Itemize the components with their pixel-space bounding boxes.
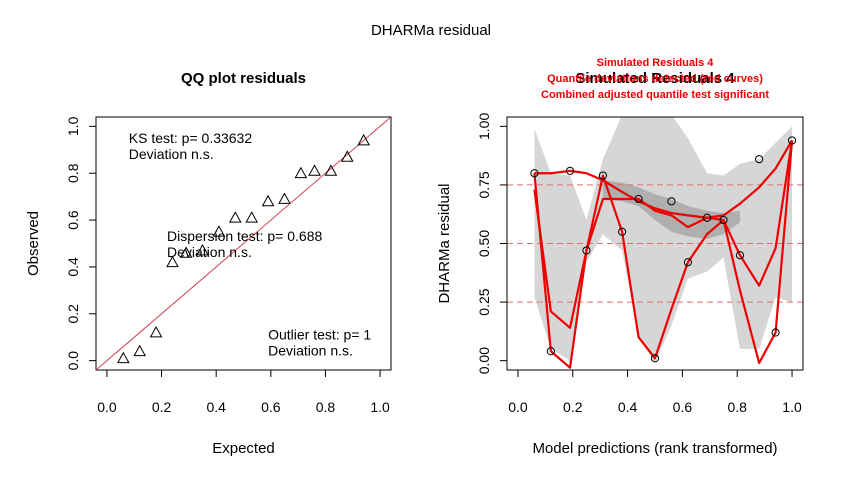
qq-point — [261, 194, 275, 207]
quantile-curve — [534, 139, 793, 219]
qq-point — [294, 166, 308, 179]
x-tick-label: 0.8 — [727, 399, 747, 415]
x-tick-label: 0.8 — [316, 399, 336, 415]
qq-point — [116, 351, 130, 364]
residual-point — [755, 155, 764, 164]
qq-point — [166, 255, 179, 268]
y-tick-label: 0.50 — [476, 230, 492, 257]
residual-point — [530, 169, 539, 178]
residual-point — [771, 328, 780, 337]
annotation-outlier-line1: Outlier test: p= 1 — [268, 327, 371, 343]
plot-area — [507, 117, 803, 369]
y-tick-label: 1.0 — [65, 116, 81, 136]
qq-point — [196, 243, 209, 256]
y-axis-label: Observed — [25, 211, 42, 276]
y-tick-label: 0.2 — [65, 304, 81, 324]
subtitle-line-2: Quantile deviations detected (red curves… — [547, 73, 763, 85]
residual-point — [719, 215, 728, 225]
annotation-ks-line2: Deviation n.s. — [129, 146, 214, 162]
qq-point — [308, 164, 321, 176]
qq-point — [324, 164, 338, 176]
y-tick-label: 0.00 — [476, 347, 492, 374]
x-tick-label: 0.2 — [563, 399, 583, 415]
qq-reference-line — [96, 117, 391, 370]
residual-point — [565, 166, 575, 175]
residual-point — [582, 246, 591, 255]
x-tick-label: 0.2 — [152, 399, 172, 415]
x-tick-label: 0.0 — [97, 399, 117, 415]
y-tick-label: 1.00 — [476, 113, 492, 140]
residual-point — [546, 347, 555, 356]
x-tick-label: 0.4 — [618, 399, 638, 415]
x-tick-label: 1.0 — [782, 399, 802, 415]
y-axis-label: DHARMa residual — [436, 183, 453, 303]
residual-point — [787, 136, 797, 145]
qq-point — [212, 225, 226, 237]
y-tick-label: 0.6 — [65, 210, 81, 230]
x-tick-label: 1.0 — [370, 399, 390, 415]
residual-point — [702, 213, 712, 222]
residual-point — [634, 194, 643, 204]
x-tick-label: 0.6 — [261, 399, 281, 415]
residual-point — [598, 171, 608, 180]
simulation-band-light — [534, 117, 793, 363]
annotation-outlier-line2: Deviation n.s. — [268, 343, 353, 359]
y-tick-label: 0.4 — [65, 257, 81, 277]
simulation-band-dark — [602, 180, 740, 239]
panel-title: Simulated Residuals 4 — [575, 70, 735, 87]
qq-point — [245, 211, 259, 223]
y-tick-label: 0.8 — [65, 163, 81, 183]
y-tick-label: 0.0 — [65, 351, 81, 371]
figure-title: DHARMa residual — [371, 22, 491, 39]
subtitle-line-1: Simulated Residuals 4 — [597, 57, 715, 69]
quantile-curve — [533, 140, 794, 369]
x-tick-label: 0.6 — [673, 399, 693, 415]
qq-point — [278, 192, 291, 204]
residual-vs-predicted-panel: 0.0 0.2 0.4 0.6 0.8 1.0 0.00 0.25 0.50 0.75 1.00 Mo… — [436, 57, 804, 457]
residual-point — [735, 251, 745, 260]
x-tick-label: 0.0 — [508, 399, 528, 415]
qq-point — [228, 211, 242, 223]
panel-title: QQ plot residuals — [181, 70, 306, 87]
qq-plot-panel: 0.0 0.2 0.4 0.6 0.8 1.0 0.0 0.2 0.4 0.6 0.8 1.0 Expe… — [25, 70, 392, 457]
residual-point — [667, 197, 676, 206]
y-tick-label: 0.25 — [476, 288, 492, 315]
annotation-dispersion-line2: Deviation n.s. — [167, 244, 252, 260]
residual-point — [683, 258, 692, 267]
y-tick-label: 0.75 — [476, 171, 492, 198]
x-axis-label: Model predictions (rank transformed) — [532, 440, 777, 457]
annotation-ks-line1: KS test: p= 0.33632 — [129, 130, 253, 146]
residual-point — [618, 227, 627, 236]
x-axis-label: Expected — [212, 440, 275, 457]
annotation-dispersion-line1: Dispersion test: p= 0.688 — [167, 228, 322, 244]
x-tick-label: 0.4 — [206, 399, 226, 415]
qq-point — [149, 325, 163, 338]
quantile-curve — [533, 140, 794, 329]
qq-point — [133, 344, 147, 357]
residual-point — [650, 354, 660, 363]
qq-point — [357, 133, 371, 146]
subtitle-line-3: Combined adjusted quantile test signific… — [541, 89, 769, 101]
qq-point — [340, 150, 354, 162]
qq-point — [179, 246, 193, 258]
